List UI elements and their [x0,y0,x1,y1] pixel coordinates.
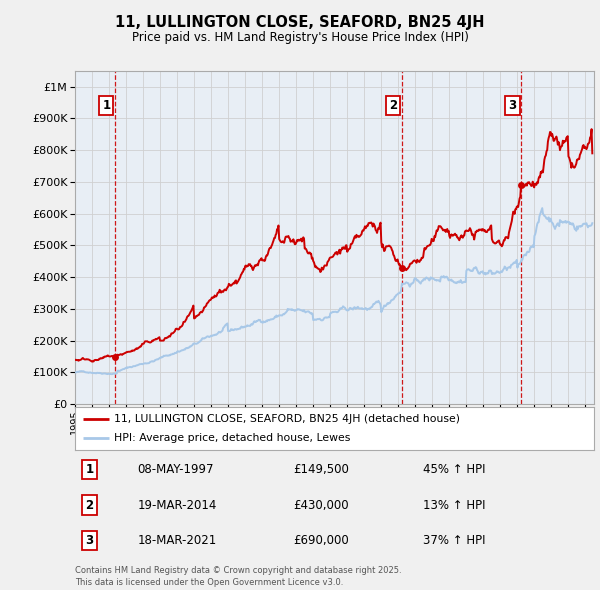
Text: 1: 1 [85,463,94,476]
Text: £430,000: £430,000 [293,499,349,512]
Text: 13% ↑ HPI: 13% ↑ HPI [423,499,485,512]
Text: 18-MAR-2021: 18-MAR-2021 [137,534,217,547]
Text: £149,500: £149,500 [293,463,349,476]
Text: 11, LULLINGTON CLOSE, SEAFORD, BN25 4JH: 11, LULLINGTON CLOSE, SEAFORD, BN25 4JH [115,15,485,30]
Text: Price paid vs. HM Land Registry's House Price Index (HPI): Price paid vs. HM Land Registry's House … [131,31,469,44]
Text: 45% ↑ HPI: 45% ↑ HPI [423,463,485,476]
Text: 3: 3 [85,534,94,547]
Text: 2: 2 [85,499,94,512]
Text: 11, LULLINGTON CLOSE, SEAFORD, BN25 4JH (detached house): 11, LULLINGTON CLOSE, SEAFORD, BN25 4JH … [114,414,460,424]
Text: £690,000: £690,000 [293,534,349,547]
Text: 37% ↑ HPI: 37% ↑ HPI [423,534,485,547]
Text: 2: 2 [389,99,397,112]
Text: 08-MAY-1997: 08-MAY-1997 [137,463,214,476]
Text: 19-MAR-2014: 19-MAR-2014 [137,499,217,512]
Text: HPI: Average price, detached house, Lewes: HPI: Average price, detached house, Lewe… [114,433,350,443]
Text: Contains HM Land Registry data © Crown copyright and database right 2025.
This d: Contains HM Land Registry data © Crown c… [75,566,401,587]
Text: 3: 3 [508,99,517,112]
Text: 1: 1 [103,99,110,112]
